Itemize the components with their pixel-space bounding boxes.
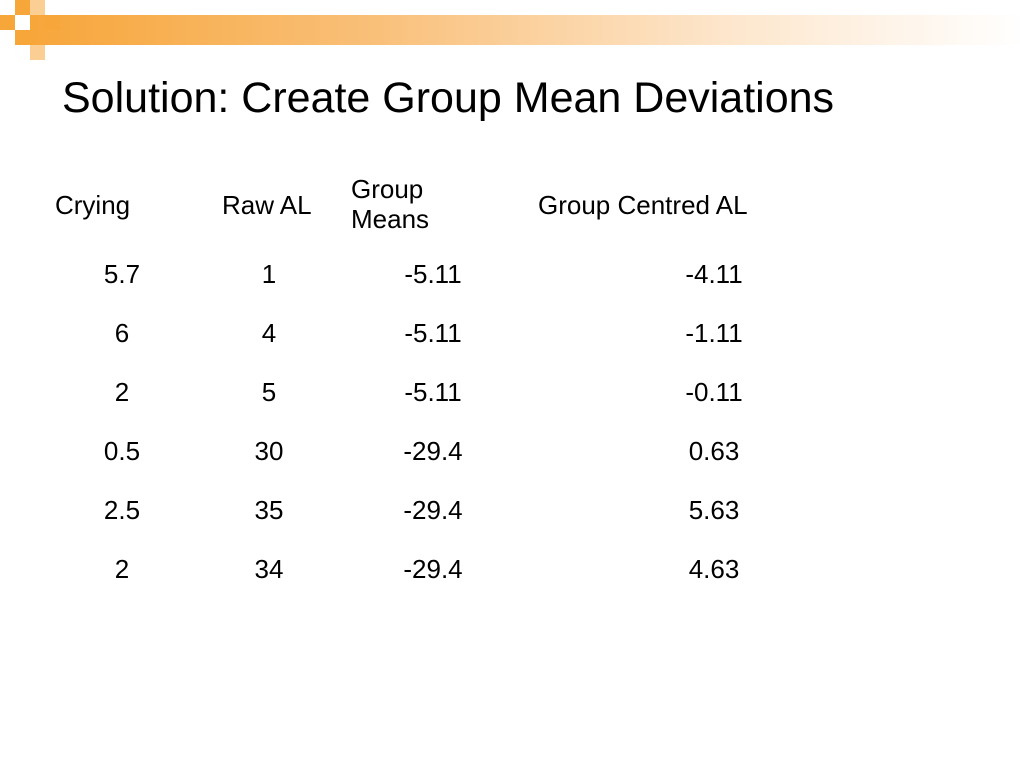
cell-crying: 5.7 bbox=[103, 259, 141, 289]
cell-raw-al: 1 bbox=[261, 259, 277, 289]
decor-square bbox=[15, 0, 30, 15]
header-group-means-line2: Means bbox=[351, 204, 430, 234]
cell-crying: 2 bbox=[114, 377, 130, 407]
cell-group-means: -5.11 bbox=[404, 259, 462, 289]
cell-raw-al: 30 bbox=[254, 436, 284, 466]
cell-group-centred-al: 0.63 bbox=[688, 436, 740, 466]
cell-group-means: -29.4 bbox=[403, 495, 463, 525]
header-group-means-line1: Group bbox=[351, 174, 424, 204]
header-crying: Crying bbox=[55, 190, 131, 220]
header-raw-al: Raw AL bbox=[222, 190, 312, 220]
cell-raw-al: 4 bbox=[261, 318, 277, 348]
cell-crying: 6 bbox=[114, 318, 130, 348]
cell-group-centred-al: 5.63 bbox=[688, 495, 740, 525]
decor-square bbox=[15, 30, 30, 45]
header-group-centred-al: Group Centred AL bbox=[538, 190, 748, 220]
cell-crying: 0.5 bbox=[103, 436, 141, 466]
slide-title: Solution: Create Group Mean Deviations bbox=[62, 74, 835, 122]
cell-group-means: -5.11 bbox=[404, 318, 462, 348]
cell-group-means: -5.11 bbox=[404, 377, 462, 407]
header-gradient-bar bbox=[30, 15, 1024, 45]
header-group-means: Group Means bbox=[351, 174, 429, 234]
decor-square bbox=[0, 15, 15, 30]
decor-square bbox=[30, 45, 45, 60]
cell-crying: 2.5 bbox=[103, 495, 141, 525]
cell-group-means: -29.4 bbox=[403, 554, 463, 584]
cell-group-centred-al: -4.11 bbox=[685, 259, 743, 289]
cell-group-centred-al: -0.11 bbox=[685, 377, 743, 407]
cell-group-means: -29.4 bbox=[403, 436, 463, 466]
cell-raw-al: 34 bbox=[254, 554, 284, 584]
decor-square bbox=[45, 15, 60, 30]
cell-raw-al: 35 bbox=[254, 495, 284, 525]
cell-raw-al: 5 bbox=[261, 377, 277, 407]
cell-group-centred-al: -1.11 bbox=[685, 318, 743, 348]
cell-group-centred-al: 4.63 bbox=[688, 554, 740, 584]
cell-crying: 2 bbox=[114, 554, 130, 584]
decor-square bbox=[30, 0, 45, 15]
